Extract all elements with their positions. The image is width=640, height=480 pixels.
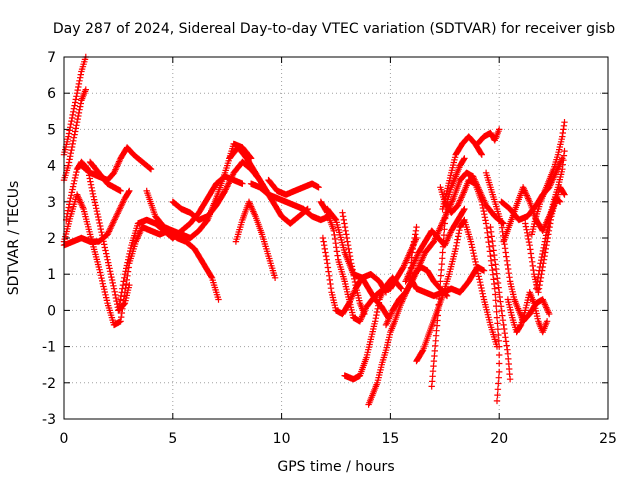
x-axis-label: GPS time / hours [277, 459, 394, 475]
x-tick-label: 25 [599, 431, 617, 447]
x-tick-label: 0 [60, 431, 69, 447]
data-series-s7 [86, 158, 124, 195]
data-series-s33 [528, 119, 568, 238]
data-series-s32 [504, 289, 551, 336]
data-series-s18 [339, 209, 368, 318]
data-series-s26 [437, 176, 503, 405]
y-tick-label: 0 [47, 303, 56, 319]
plot-frame [63, 56, 609, 420]
data-series-s12 [232, 198, 279, 281]
chart-title: Day 287 of 2024, Sidereal Day-to-day VTE… [53, 21, 615, 37]
data-series-s29 [487, 223, 514, 383]
x-tick-label: 20 [490, 431, 508, 447]
y-axis-label: SDTVAR / TECUs [6, 181, 22, 296]
data-point-markers [86, 158, 124, 195]
data-series-s35 [522, 195, 564, 296]
y-tick-label: -2 [42, 376, 56, 392]
data-series-s25 [439, 133, 485, 213]
data-point-markers [265, 176, 322, 198]
data-series-s11 [226, 144, 311, 227]
data-series-s19 [341, 234, 420, 383]
data-point-markers [339, 209, 368, 318]
y-tick-label: -3 [42, 412, 56, 428]
axis-ticks: 0 5 10 15 20 25 -3 -2 -1 0 1 2 3 4 5 6 7 [42, 50, 617, 447]
y-tick-label: 5 [47, 122, 56, 138]
data-point-markers [474, 126, 503, 148]
data-series-s13 [247, 180, 333, 224]
y-tick-label: -1 [42, 340, 56, 356]
y-tick-label: 4 [47, 159, 56, 175]
data-point-markers [341, 234, 420, 383]
data-point-markers [487, 223, 514, 383]
data-point-markers [226, 144, 311, 227]
data-point-markers [437, 176, 503, 405]
y-tick-label: 3 [47, 195, 56, 211]
data-series-s14 [265, 176, 322, 198]
data-point-markers [528, 119, 568, 238]
y-tick-label: 6 [47, 86, 56, 102]
y-tick-label: 7 [47, 50, 56, 66]
y-tick-label: 2 [47, 231, 56, 247]
data-series-s36 [402, 205, 468, 285]
data-series-s27 [474, 126, 503, 148]
data-point-markers [522, 195, 564, 296]
data-point-markers [402, 205, 468, 285]
data-series [60, 53, 568, 408]
data-point-markers [504, 289, 551, 336]
x-tick-label: 10 [273, 431, 291, 447]
x-tick-label: 5 [168, 431, 177, 447]
data-point-markers [439, 133, 485, 213]
x-tick-label: 15 [381, 431, 399, 447]
data-point-markers [232, 198, 279, 281]
y-tick-label: 1 [47, 267, 56, 283]
data-point-markers [247, 180, 333, 224]
